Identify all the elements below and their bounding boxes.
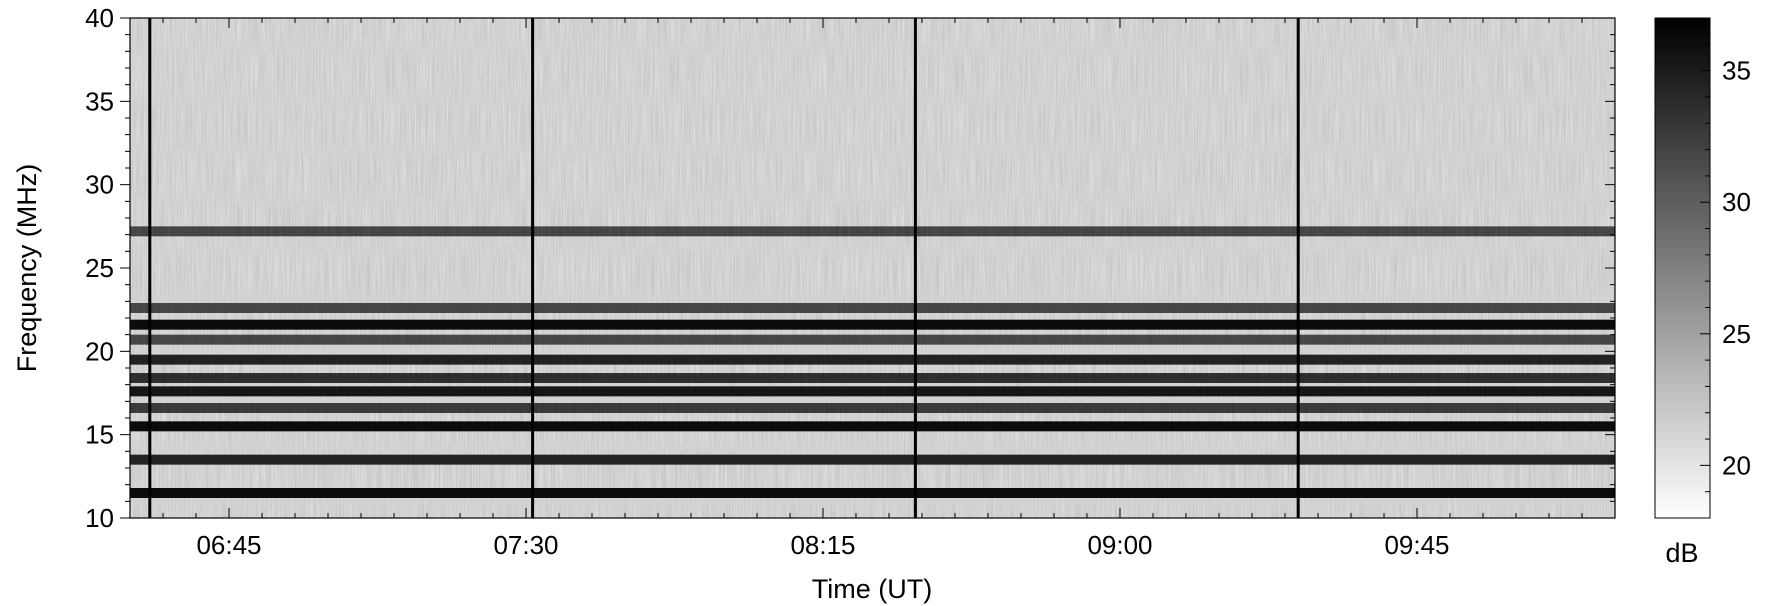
colorbar-label: dB <box>1665 538 1698 568</box>
y-tick-label: 40 <box>85 3 114 33</box>
x-tick-label: 07:30 <box>493 530 558 560</box>
y-tick-label: 25 <box>85 253 114 283</box>
x-tick-label: 08:15 <box>790 530 855 560</box>
colorbar: 20 25 30 35 dB <box>1654 17 1751 568</box>
x-axis-label: Time (UT) <box>812 574 932 604</box>
x-tick-label: 09:45 <box>1384 530 1449 560</box>
plot-area <box>129 17 1616 519</box>
plot-noise <box>130 18 1615 518</box>
x-axis: 06:45 07:30 08:15 09:00 09:45 <box>129 18 1616 560</box>
y-axis: 10 15 20 25 30 35 40 <box>85 3 1615 533</box>
x-tick-label: 09:00 <box>1087 530 1152 560</box>
colorbar-tick-label: 30 <box>1722 187 1751 217</box>
colorbar-tick-label: 35 <box>1722 56 1751 86</box>
y-tick-label: 10 <box>85 503 114 533</box>
x-tick-label: 06:45 <box>196 530 261 560</box>
y-tick-label: 35 <box>85 86 114 116</box>
y-tick-label: 30 <box>85 170 114 200</box>
colorbar-tick-label: 20 <box>1722 450 1751 480</box>
colorbar-gradient <box>1654 17 1711 519</box>
vertical-burst-lines <box>148 18 1300 518</box>
y-axis-label: Frequency (MHz) <box>12 164 42 373</box>
colorbar-tick-label: 25 <box>1722 319 1751 349</box>
y-tick-label: 15 <box>85 420 114 450</box>
y-tick-label: 20 <box>85 336 114 366</box>
colorbar-ticks: 20 25 30 35 <box>1700 17 1751 519</box>
